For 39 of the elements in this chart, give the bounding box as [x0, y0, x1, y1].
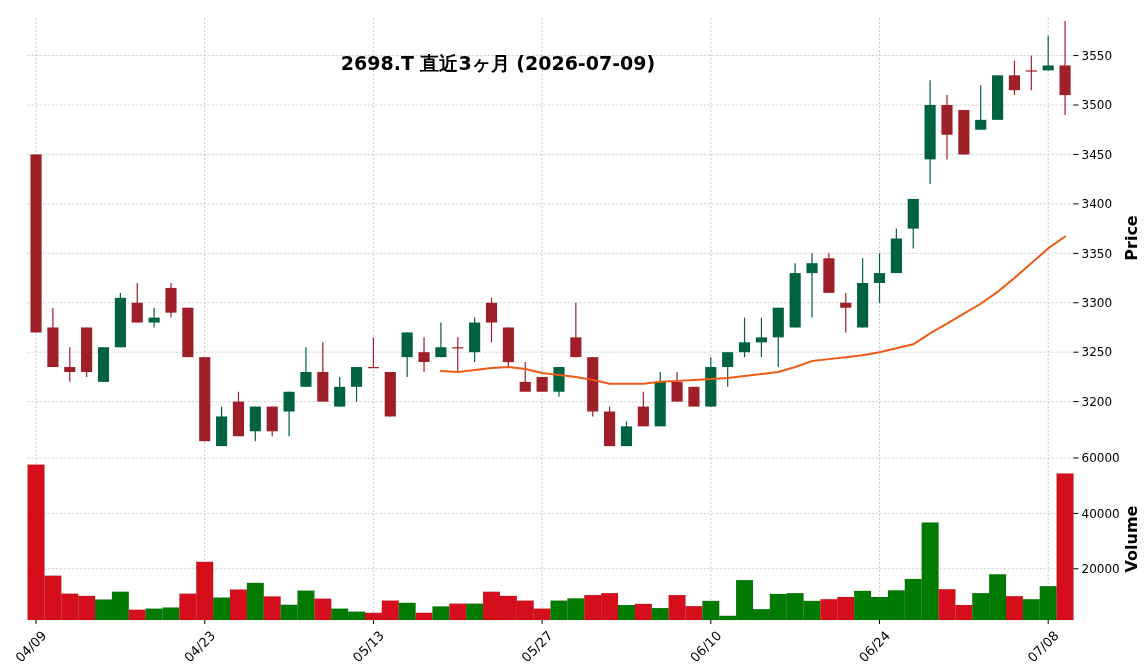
candlestick	[975, 84, 987, 131]
candlestick	[1042, 35, 1054, 71]
y-tick-label: 20000	[1081, 561, 1120, 576]
candlestick	[519, 361, 531, 393]
y-tick-label: 3250	[1081, 345, 1113, 360]
candlestick	[570, 302, 582, 358]
y-tick-label: 3500	[1081, 98, 1113, 113]
candlestick	[485, 297, 498, 343]
y-axis-title: Price	[1122, 215, 1141, 261]
candlestick	[620, 420, 633, 447]
candlestick	[755, 317, 767, 358]
candlestick	[148, 307, 160, 329]
candlestick	[840, 292, 852, 334]
candlestick	[637, 391, 649, 427]
candlestick	[873, 252, 886, 304]
y-tick-label: 3550	[1081, 48, 1113, 63]
candlestick	[1025, 54, 1037, 91]
candlestick	[334, 376, 346, 408]
candlestick	[1008, 59, 1021, 96]
candlestick	[131, 282, 143, 324]
y-tick-label: 3300	[1081, 295, 1113, 310]
y-tick-label: 3350	[1081, 246, 1113, 261]
candlestick	[806, 252, 818, 319]
y-tick-label: 3450	[1081, 147, 1113, 162]
candlestick	[283, 391, 295, 437]
candlestick	[738, 317, 751, 358]
y-tick-label: 60000	[1081, 451, 1120, 466]
y-tick-label: 40000	[1081, 506, 1120, 521]
candlestick	[671, 371, 683, 403]
candlestick	[300, 346, 312, 388]
y-tick-label: 3200	[1081, 394, 1113, 409]
candlestick	[350, 366, 363, 403]
y-tick-label: 3400	[1081, 197, 1113, 212]
candlestick	[418, 336, 430, 373]
candlestick	[435, 321, 447, 358]
candlestick	[722, 351, 734, 388]
candlestick	[64, 346, 76, 383]
y-axis-title: Volume	[1122, 505, 1141, 573]
text: 2698.T 直近3ヶ月 (2026-07-09)	[340, 52, 656, 74]
